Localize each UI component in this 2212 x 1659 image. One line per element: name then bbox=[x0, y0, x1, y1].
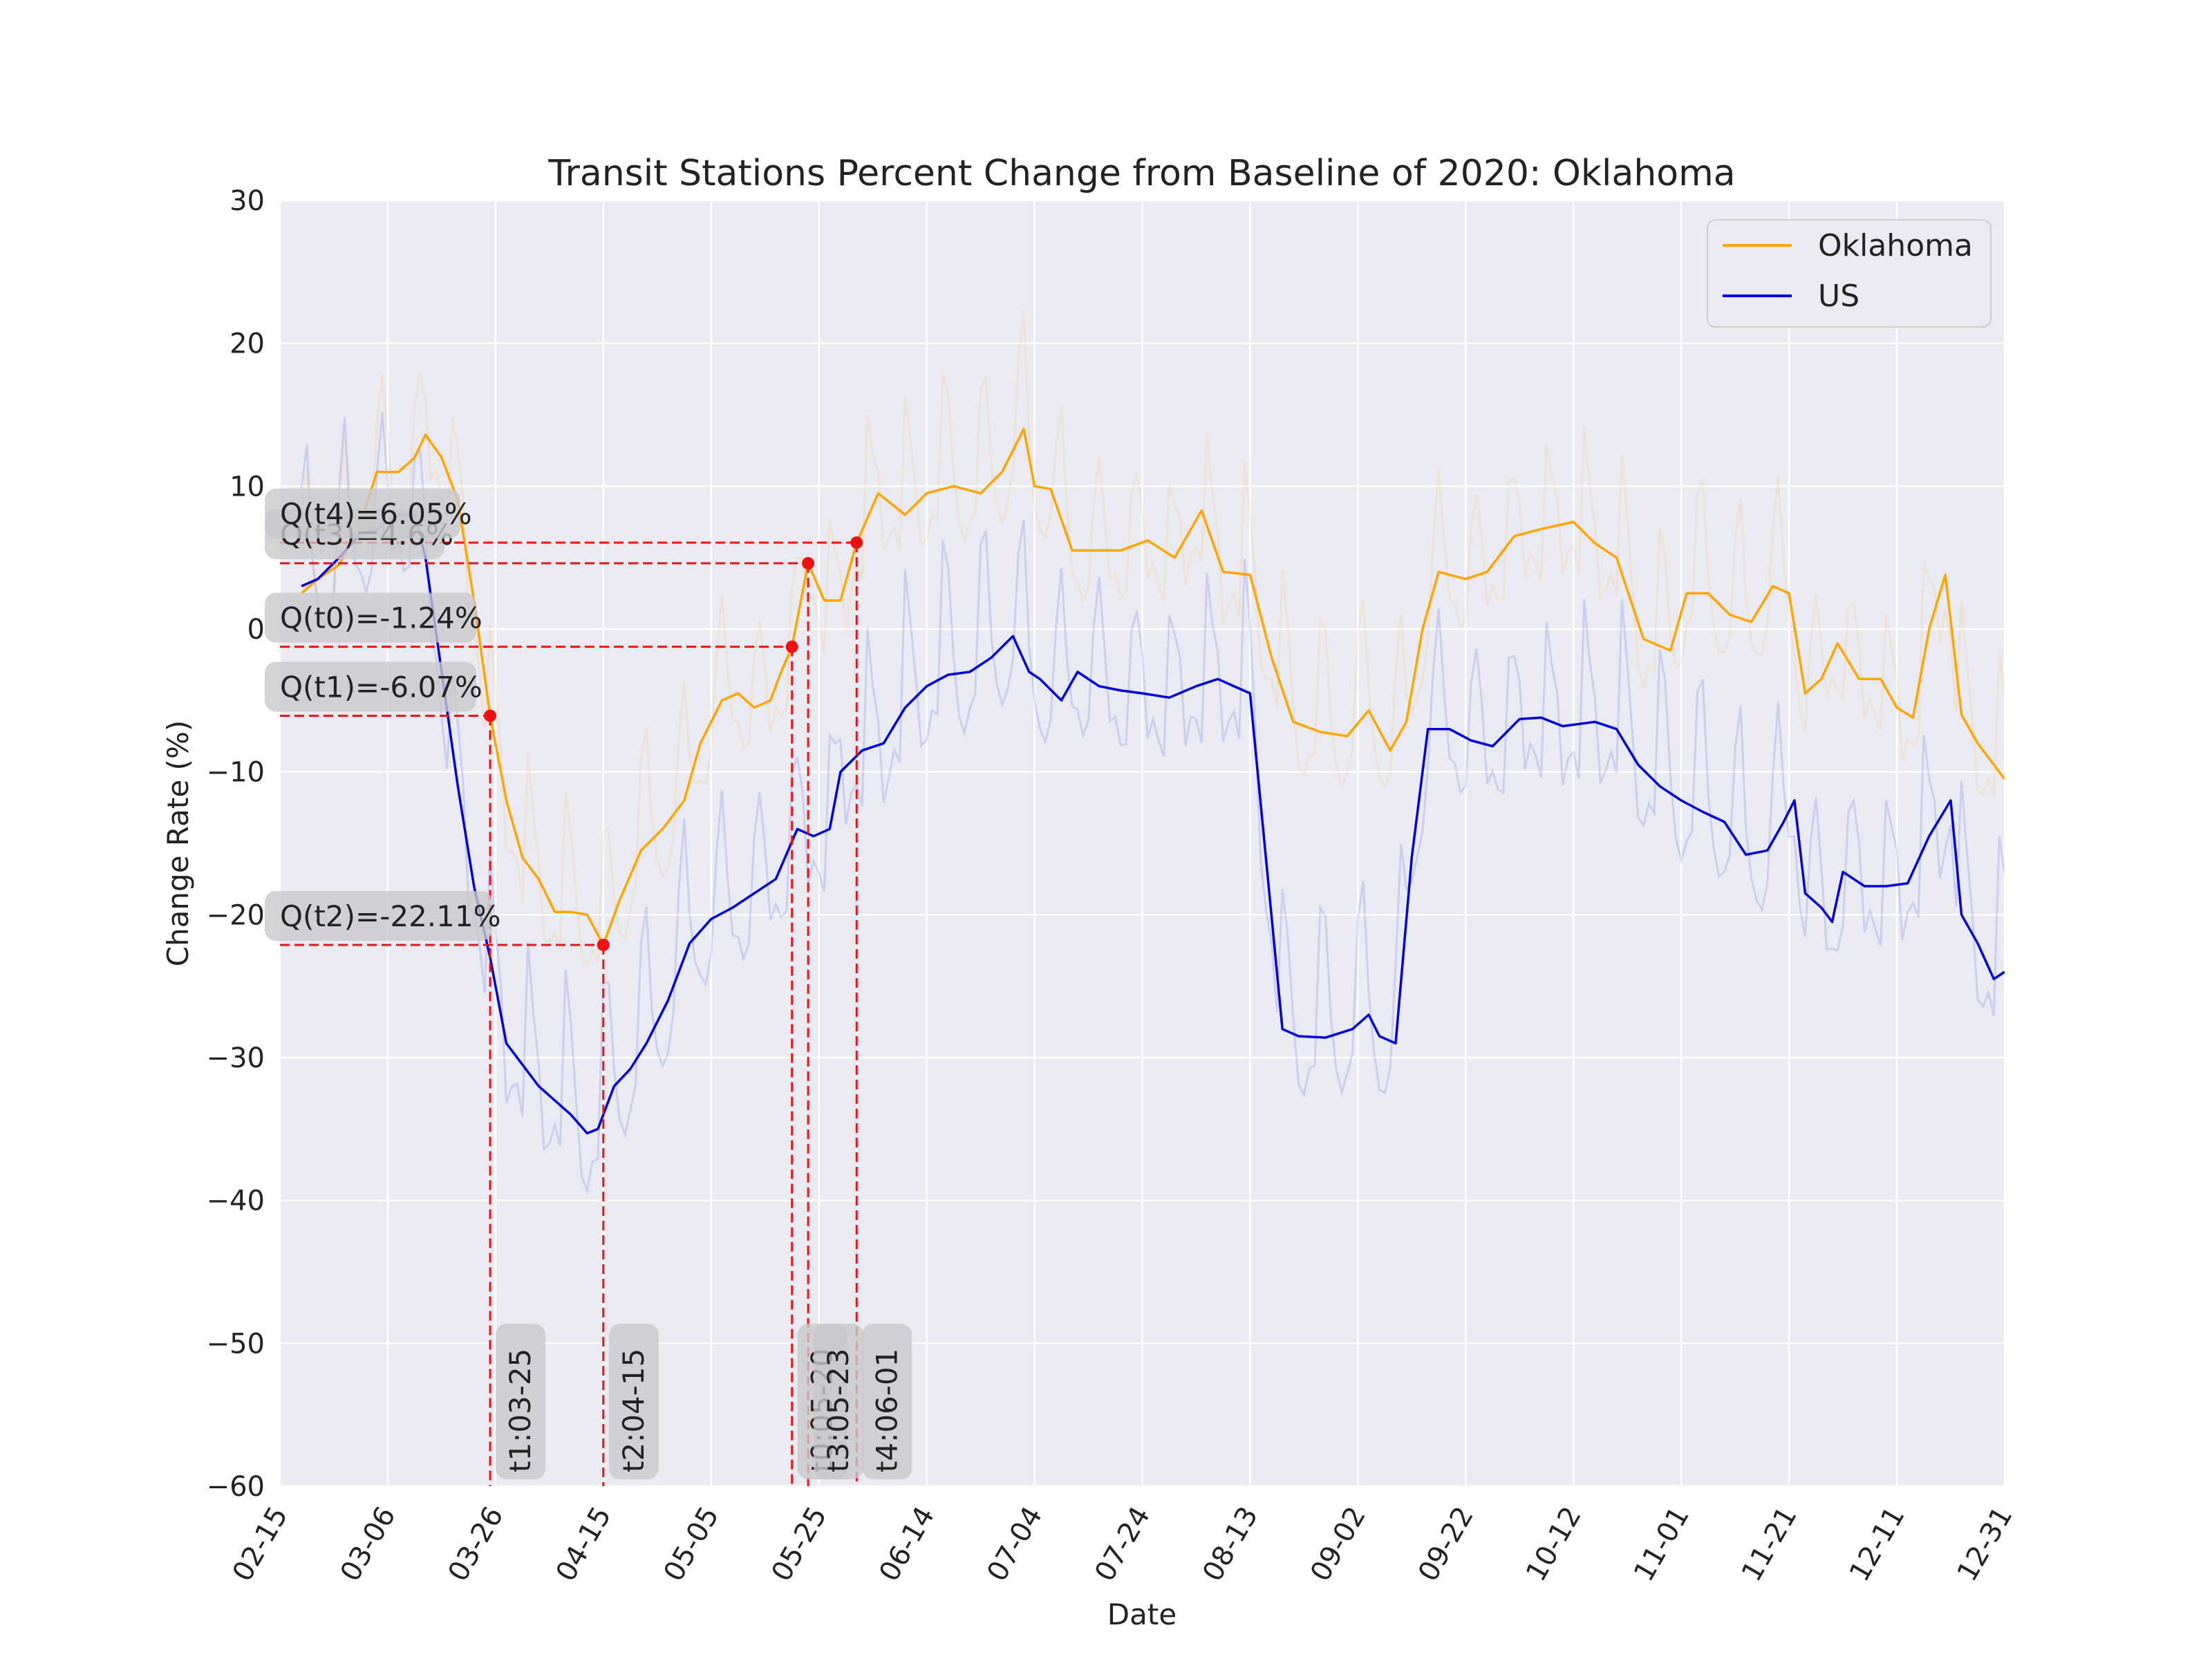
marker-value-box-t0 bbox=[265, 592, 476, 643]
y-tick-label: −30 bbox=[207, 1042, 265, 1074]
x-axis-ticks: 02-15 03-06 03-26 04-15 05-05 05-25 06-14 07-04… bbox=[227, 1501, 2019, 1587]
marker-point-t3 bbox=[802, 556, 815, 570]
x-tick-label: 05-05 bbox=[657, 1501, 725, 1587]
marker-annotations: Q(t0)=-1.24%t0:05-20Q(t1)=-6.07%t1:03-25… bbox=[265, 488, 912, 1479]
x-tick-label: 10-12 bbox=[1520, 1501, 1588, 1587]
x-tick-label: 12-11 bbox=[1844, 1501, 1911, 1587]
legend: Oklahoma US bbox=[1707, 219, 1991, 328]
x-tick-label: 05-25 bbox=[765, 1501, 833, 1587]
y-axis-title: Change Rate (%) bbox=[161, 720, 195, 967]
x-tick-label: 08-13 bbox=[1197, 1501, 1264, 1587]
marker-point-t0 bbox=[785, 640, 798, 653]
x-tick-label: 11-01 bbox=[1628, 1501, 1696, 1587]
x-tick-label: 06-14 bbox=[873, 1501, 941, 1587]
marker-value-box-t2 bbox=[265, 890, 492, 941]
marker-value-label-t1: Q(t1)=-6.07% bbox=[280, 670, 482, 704]
marker-value-box-t4 bbox=[265, 488, 460, 538]
marker-point-t2 bbox=[597, 938, 610, 951]
x-tick-label: 09-02 bbox=[1304, 1501, 1372, 1587]
x-tick-label: 07-24 bbox=[1089, 1501, 1156, 1587]
legend-label-oklahoma: Oklahoma bbox=[1818, 228, 1973, 263]
x-tick-label: 07-04 bbox=[981, 1501, 1049, 1587]
marker-point-t4 bbox=[850, 536, 863, 549]
series-line-oklahoma bbox=[301, 427, 2005, 946]
y-tick-label: 10 bbox=[229, 471, 265, 503]
x-tick-label: 03-06 bbox=[335, 1501, 402, 1587]
x-tick-label: 03-26 bbox=[442, 1501, 510, 1587]
x-axis-title: Date bbox=[1107, 1597, 1177, 1631]
grid bbox=[279, 199, 2006, 1488]
raw-line-us bbox=[300, 412, 2005, 1194]
marker-point-t1 bbox=[484, 709, 497, 722]
y-axis-ticks: 30 20 10 0 −10 −20 −30 −40 −50 −60 bbox=[207, 185, 265, 1503]
marker-value-box-t1 bbox=[265, 662, 476, 712]
x-tick-label: 12-31 bbox=[1951, 1501, 2019, 1587]
marker-date-label-t1: t1:03-25 bbox=[503, 1349, 537, 1472]
y-tick-label: −50 bbox=[207, 1328, 265, 1360]
marker-date-label-t4: t4:06-01 bbox=[870, 1349, 903, 1472]
marker-date-label-t3: t3:05-23 bbox=[821, 1349, 855, 1472]
raw-line-oklahoma bbox=[300, 308, 2005, 966]
x-tick-label: 11-21 bbox=[1736, 1501, 1803, 1587]
y-tick-label: 0 bbox=[247, 614, 265, 646]
marker-value-label-t0: Q(t0)=-1.24% bbox=[280, 601, 482, 635]
marker-date-box-t3 bbox=[814, 1324, 864, 1479]
y-tick-label: −20 bbox=[207, 899, 265, 931]
y-tick-label: −10 bbox=[207, 757, 265, 789]
y-tick-label: 20 bbox=[229, 328, 265, 360]
x-tick-label: 04-15 bbox=[550, 1501, 618, 1587]
marker-value-label-t4: Q(t4)=6.05% bbox=[280, 497, 472, 531]
marker-date-box-t4 bbox=[862, 1324, 912, 1479]
y-tick-label: 30 bbox=[229, 185, 265, 217]
y-tick-label: −40 bbox=[207, 1185, 265, 1217]
marker-value-label-t2: Q(t2)=-22.11% bbox=[280, 899, 501, 933]
series-line-us bbox=[301, 513, 2005, 1135]
chart-title: Transit Stations Percent Change from Bas… bbox=[547, 153, 1735, 194]
marker-date-label-t2: t2:04-15 bbox=[617, 1349, 650, 1472]
marker-date-box-t1 bbox=[496, 1324, 546, 1479]
y-tick-label: −60 bbox=[207, 1471, 265, 1503]
marker-points bbox=[484, 536, 863, 951]
marker-date-box-t2 bbox=[608, 1324, 659, 1479]
series-layer bbox=[301, 427, 2005, 1135]
x-tick-label: 09-22 bbox=[1412, 1501, 1480, 1587]
legend-label-us: US bbox=[1818, 279, 1859, 314]
raw-series-layer bbox=[300, 308, 2005, 1194]
x-tick-label: 02-15 bbox=[227, 1501, 294, 1587]
